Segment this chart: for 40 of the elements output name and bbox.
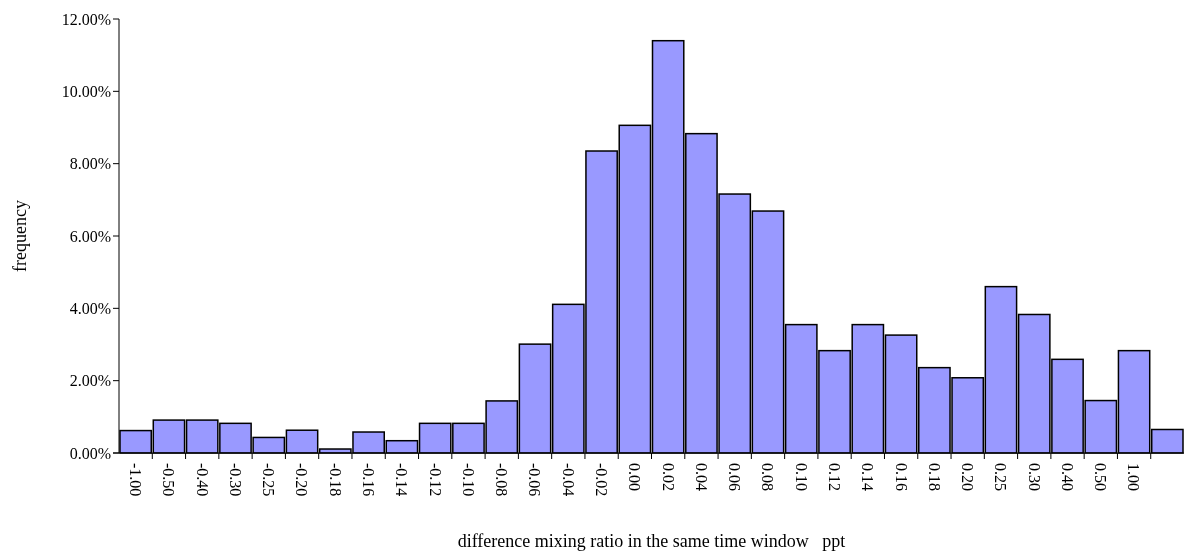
x-tick-label: -0.14 [393, 463, 411, 497]
x-tick-label: -0.04 [559, 463, 577, 497]
x-tick-label: -1.00 [127, 463, 145, 497]
x-tick-label: 0.10 [792, 463, 810, 491]
x-tick-label: 0.12 [825, 463, 843, 491]
y-tick-label: 6.00% [69, 227, 111, 245]
x-tick-label: -0.30 [226, 463, 244, 497]
x-tick-label: -0.08 [493, 463, 511, 497]
x-tick-label: 0.40 [1058, 463, 1076, 491]
y-axis-title: frequency [10, 200, 30, 272]
x-tick-label: 0.50 [1092, 463, 1110, 491]
x-tick-label: 1.00 [1125, 463, 1143, 491]
x-tick-label: -0.12 [426, 463, 444, 497]
x-tick-label: -0.10 [459, 463, 477, 497]
x-tick-label: 0.00 [626, 463, 644, 491]
x-tick-label: 0.25 [992, 463, 1010, 491]
x-tick-label: 0.14 [859, 463, 877, 491]
y-tick-label: 4.00% [69, 299, 111, 317]
x-tick-label: -0.25 [260, 463, 278, 497]
x-tick-label: 0.20 [959, 463, 977, 491]
y-tick-label: 12.00% [61, 10, 111, 28]
x-tick-label: -0.50 [160, 463, 178, 497]
y-tick-label: 8.00% [69, 155, 111, 173]
x-tick-label: 0.16 [892, 463, 910, 491]
x-tick-label: -0.02 [592, 463, 610, 497]
y-tick-label: 0.00% [69, 444, 111, 462]
x-tick-label: -0.40 [193, 463, 211, 497]
x-tick-label: 0.02 [659, 463, 677, 491]
y-tick-label: 10.00% [61, 82, 111, 100]
x-tick-label: 0.18 [925, 463, 943, 491]
x-tick-label: -0.18 [326, 463, 344, 497]
x-tick-label: -0.20 [293, 463, 311, 497]
x-tick-label: 0.06 [726, 463, 744, 491]
x-tick-label: -0.06 [526, 463, 544, 497]
x-tick-label: 0.30 [1025, 463, 1043, 491]
x-axis-title: difference mixing ratio in the same time window ppt [457, 531, 846, 551]
x-tick-label: -0.16 [360, 463, 378, 497]
y-tick-label: 2.00% [69, 372, 111, 390]
x-tick-label: 0.04 [692, 463, 710, 491]
x-tick-label: 0.08 [759, 463, 777, 491]
